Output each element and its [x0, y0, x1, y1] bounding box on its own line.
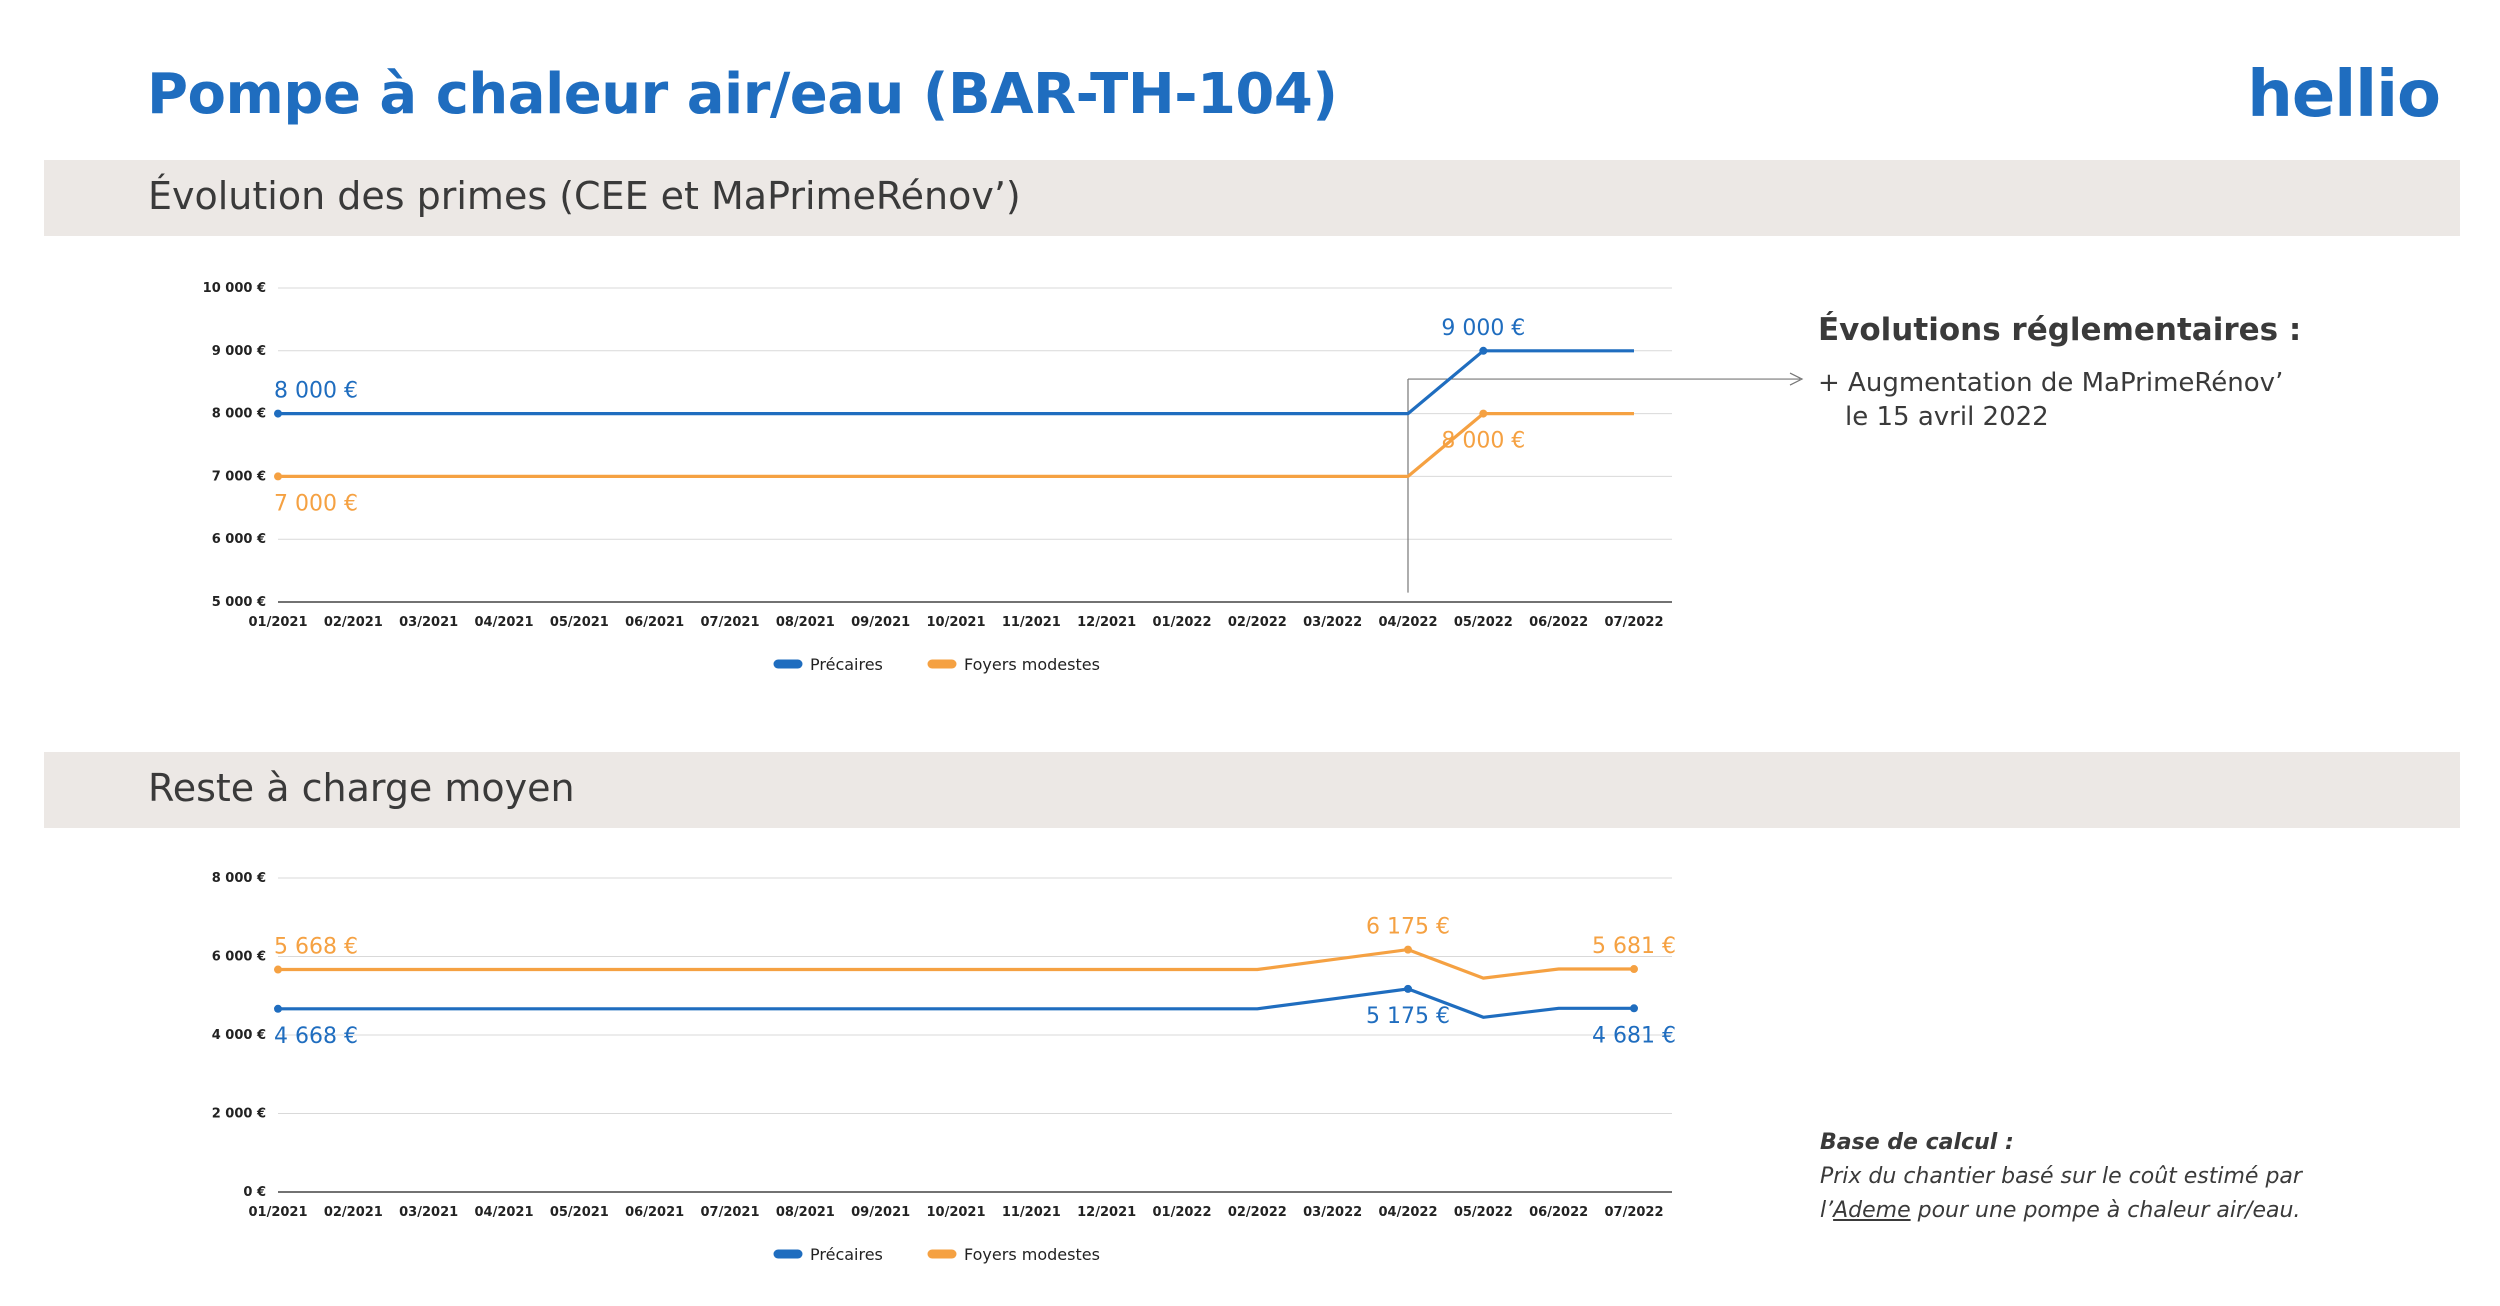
primes-data-point: [274, 409, 282, 418]
primes-series-line-1: [278, 412, 1634, 478]
primes-xtick-label: 02/2022: [1228, 615, 1287, 630]
section-band-primes: Évolution des primes (CEE et MaPrimeRéno…: [44, 160, 2460, 236]
reste-a-charge-line-chart: 0 € 2 000 € 4 000 € 6 000 € 8 000 € 01/2021 02…: [212, 871, 1676, 1264]
primes-xtick-label: 01/2022: [1152, 615, 1211, 630]
reste-xtick-label: 07/2021: [700, 1205, 759, 1220]
hellio-logo[interactable]: hellio: [2247, 58, 2441, 132]
reste-data-label: 5 668 €: [274, 935, 358, 960]
calculation-basis-title: Base de calcul :: [1820, 1130, 2014, 1155]
reste-xtick-label: 05/2022: [1454, 1205, 1513, 1220]
reste-data-label: 4 681 €: [1592, 1023, 1676, 1048]
reste-ytick-label: 4 000 €: [212, 1028, 266, 1043]
primes-legend-label: Précaires: [810, 655, 883, 674]
primes-ytick-label: 7 000 €: [212, 469, 266, 484]
primes-xtick-label: 12/2021: [1077, 615, 1136, 630]
reste-data-point: [1404, 945, 1412, 954]
reste-xtick-label: 01/2022: [1152, 1205, 1211, 1220]
reste-legend-label: Précaires: [810, 1245, 883, 1264]
regulatory-item: + Augmentation de MaPrimeRénov’ le 15 av…: [1818, 366, 2283, 434]
reste-xtick-label: 04/2022: [1378, 1205, 1437, 1220]
reste-xtick-label: 06/2021: [625, 1205, 684, 1220]
primes-xtick-label: 06/2022: [1529, 615, 1588, 630]
reste-xtick-label: 08/2021: [776, 1205, 835, 1220]
primes-ytick-label: 10 000 €: [203, 281, 266, 296]
reste-data-label: 5 175 €: [1366, 1004, 1450, 1029]
reste-xtick-label: 10/2021: [926, 1205, 985, 1220]
primes-xtick-label: 04/2021: [474, 615, 533, 630]
reste-ytick-label: 2 000 €: [212, 1107, 266, 1122]
reste-data-label: 5 681 €: [1592, 934, 1676, 959]
primes-xtick-label: 05/2022: [1454, 615, 1513, 630]
primes-xtick-label: 07/2022: [1604, 615, 1663, 630]
regulatory-title: Évolutions réglementaires :: [1818, 312, 2302, 348]
regulatory-item-line1: + Augmentation de MaPrimeRénov’: [1818, 368, 2284, 398]
section-title-reste: Reste à charge moyen: [148, 766, 575, 810]
primes-xtick-label: 02/2021: [324, 615, 383, 630]
primes-annotation-arrowhead: [1789, 372, 1804, 386]
reste-data-point: [1630, 965, 1638, 974]
reste-ytick-label: 8 000 €: [212, 871, 266, 886]
calculation-basis-prefix: l’: [1820, 1198, 1834, 1223]
reste-xtick-label: 12/2021: [1077, 1205, 1136, 1220]
primes-data-label: 7 000 €: [274, 491, 358, 516]
reste-series-line-1: [278, 948, 1634, 980]
reste-xtick-label: 03/2021: [399, 1205, 458, 1220]
primes-ytick-label: 6 000 €: [212, 532, 266, 547]
reste-data-point: [274, 965, 282, 974]
reste-ytick-label: 6 000 €: [212, 950, 266, 965]
primes-series-line-0: [278, 349, 1634, 416]
reste-xtick-label: 07/2022: [1604, 1205, 1663, 1220]
reste-xtick-label: 05/2021: [550, 1205, 609, 1220]
calculation-basis-suffix: pour une pompe à chaleur air/eau.: [1910, 1198, 2301, 1223]
calculation-basis: Base de calcul : Prix du chantier basé s…: [1820, 1126, 2302, 1228]
reste-data-point: [1404, 984, 1412, 993]
primes-line-chart: 5 000 € 6 000 € 7 000 € 8 000 € 9 000 € 10 00…: [203, 281, 1804, 674]
reste-xtick-label: 11/2021: [1002, 1205, 1061, 1220]
reste-xtick-label: 01/2021: [248, 1205, 307, 1220]
primes-xtick-label: 03/2022: [1303, 615, 1362, 630]
primes-xtick-label: 10/2021: [926, 615, 985, 630]
primes-xtick-label: 04/2022: [1378, 615, 1437, 630]
primes-ytick-label: 9 000 €: [212, 344, 266, 359]
reste-data-label: 4 668 €: [274, 1024, 358, 1049]
primes-xtick-label: 09/2021: [851, 615, 910, 630]
primes-xtick-label: 05/2021: [550, 615, 609, 630]
primes-xtick-label: 07/2021: [700, 615, 759, 630]
primes-data-point: [1479, 409, 1488, 418]
reste-xtick-label: 04/2021: [474, 1205, 533, 1220]
primes-data-point: [1479, 346, 1488, 355]
reste-data-label: 6 175 €: [1366, 915, 1450, 940]
reste-data-point: [274, 1004, 282, 1013]
reste-xtick-label: 06/2022: [1529, 1205, 1588, 1220]
reste-xtick-label: 02/2021: [324, 1205, 383, 1220]
page-title: Pompe à chaleur air/eau (BAR-TH-104): [147, 62, 1338, 127]
reste-data-point: [1630, 1004, 1638, 1013]
primes-data-point: [274, 472, 282, 481]
section-title-primes: Évolution des primes (CEE et MaPrimeRéno…: [148, 174, 1021, 218]
primes-xtick-label: 06/2021: [625, 615, 684, 630]
reste-xtick-label: 09/2021: [851, 1205, 910, 1220]
calculation-basis-line1: Prix du chantier basé sur le coût estimé…: [1820, 1164, 2302, 1189]
primes-ytick-label: 8 000 €: [212, 407, 266, 422]
ademe-link[interactable]: Ademe: [1833, 1198, 1911, 1223]
reste-xtick-label: 02/2022: [1228, 1205, 1287, 1220]
primes-xtick-label: 01/2021: [248, 615, 307, 630]
reste-xtick-label: 03/2022: [1303, 1205, 1362, 1220]
primes-ytick-label: 5 000 €: [212, 595, 266, 610]
reste-ytick-label: 0 €: [243, 1185, 266, 1200]
regulatory-item-line2: le 15 avril 2022: [1845, 402, 2049, 432]
primes-data-label: 8 000 €: [274, 379, 358, 404]
primes-xtick-label: 08/2021: [776, 615, 835, 630]
reste-legend-label: Foyers modestes: [964, 1245, 1100, 1264]
primes-xtick-label: 03/2021: [399, 615, 458, 630]
primes-data-label: 9 000 €: [1441, 316, 1525, 341]
section-band-reste: Reste à charge moyen: [44, 752, 2460, 828]
primes-legend-label: Foyers modestes: [964, 655, 1100, 674]
primes-data-label: 8 000 €: [1441, 429, 1525, 454]
primes-xtick-label: 11/2021: [1002, 615, 1061, 630]
